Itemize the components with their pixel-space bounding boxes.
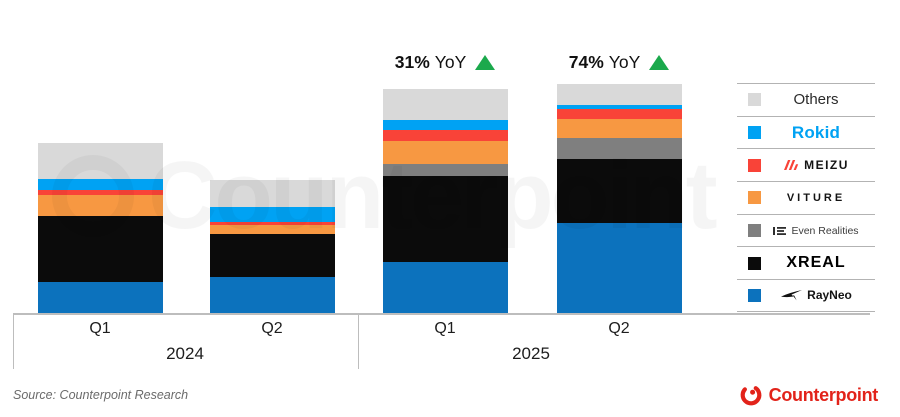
bar-q1-2024 (37, 143, 163, 313)
bar-segment-xreal (209, 233, 335, 277)
bar-segment-xreal (37, 216, 163, 282)
axis-separator (358, 313, 359, 369)
legend-swatch (748, 191, 761, 205)
year-label: 2024 (166, 344, 204, 363)
legend-label: RayNeo (761, 288, 875, 302)
year-label: 2025 (512, 344, 550, 363)
quarter-label: Q1 (89, 320, 111, 337)
bar-segment-rokid (209, 207, 335, 222)
bar-segment-rayneo (556, 223, 682, 313)
legend-swatch (748, 93, 761, 107)
counterpoint-logo-text: Counterpoint (768, 384, 879, 405)
yoy-percent: 31% (394, 52, 430, 72)
legend-swatch (748, 288, 761, 302)
yoy-percent: 74% (568, 52, 604, 72)
bar-segment-rokid (556, 104, 682, 109)
bar-segment-meizu (556, 109, 682, 119)
legend-item-rayneo: RayNeo (737, 279, 875, 312)
legend-label: VITURE (761, 192, 875, 204)
bar-segment-others (209, 180, 335, 207)
axis-separator (13, 313, 14, 369)
bar-segment-others (37, 143, 163, 179)
yoy-annotation: 74% YoY (534, 52, 704, 73)
legend-item-meizu: MEIZU (737, 148, 875, 181)
rayneo-logo-icon (780, 289, 803, 301)
legend-item-viture: VITURE (737, 181, 875, 214)
legend-item-others: Others (737, 83, 875, 116)
legend-item-xreal: XREAL (737, 246, 875, 279)
bar-segment-viture (556, 118, 682, 138)
bar-q1-2025 (382, 89, 508, 313)
quarter-label: Q2 (608, 320, 630, 337)
bar-segment-meizu (209, 222, 335, 225)
bar-segment-rokid (382, 120, 508, 130)
bar-q2-2024 (209, 180, 335, 313)
yoy-annotation: 31% YoY (360, 52, 530, 73)
bar-segment-others (382, 89, 508, 120)
bar-segment-meizu (37, 189, 163, 195)
legend-label: Others (761, 91, 875, 108)
bar-segment-viture (382, 141, 508, 164)
legend-label-text: Rokid (791, 122, 841, 142)
legend-label-text: RayNeo (807, 288, 852, 303)
legend-label-text: Others (793, 91, 839, 109)
legend-label: XREAL (761, 254, 875, 272)
source-note: Source: Counterpoint Research (13, 388, 189, 402)
bar-segment-rayneo (37, 282, 163, 313)
legend-item-rokid: Rokid (737, 115, 875, 149)
legend-swatch (748, 158, 761, 172)
bar-segment-even-realities (382, 163, 508, 176)
bar-segment-even-realities (556, 138, 682, 159)
quarter-label: Q2 (261, 320, 283, 337)
bar-segment-viture (37, 195, 163, 216)
quarter-label: Q1 (434, 320, 456, 337)
legend-label-text: XREAL (786, 254, 846, 272)
legend-swatch (748, 126, 761, 140)
meizu-logo-icon (783, 159, 800, 171)
x-axis-line (13, 313, 870, 315)
up-triangle-icon (475, 55, 496, 70)
bar-segment-others (556, 84, 682, 105)
bar-segment-xreal (556, 159, 682, 223)
counterpoint-logo-icon (740, 384, 762, 406)
up-triangle-icon (649, 55, 670, 70)
legend-label-text: MEIZU (804, 158, 849, 173)
bar-segment-rayneo (382, 262, 508, 313)
legend-swatch (748, 224, 761, 238)
bar-segment-viture (209, 225, 335, 234)
yoy-label: YoY (608, 52, 641, 72)
bar-segment-meizu (382, 129, 508, 141)
legend-item-even-realities: Even Realities (737, 213, 875, 247)
bar-segment-rokid (37, 178, 163, 190)
bar-q2-2025 (556, 84, 682, 313)
legend-label: MEIZU (761, 158, 875, 172)
legend-label: Even Realities (761, 225, 875, 237)
bar-segment-rayneo (209, 277, 335, 313)
bar-segment-xreal (382, 176, 508, 262)
legend-swatch (748, 256, 761, 270)
counterpoint-logo: Counterpoint (739, 383, 878, 407)
legend-label-text: Even Realities (791, 224, 859, 237)
legend-label-text: VITURE (786, 191, 846, 204)
legend: Others Rokid MEIZU VITURE Even Realities XREA… (737, 83, 875, 312)
even-realities-logo-icon (773, 226, 787, 236)
legend-label: Rokid (761, 123, 875, 143)
yoy-label: YoY (434, 52, 467, 72)
